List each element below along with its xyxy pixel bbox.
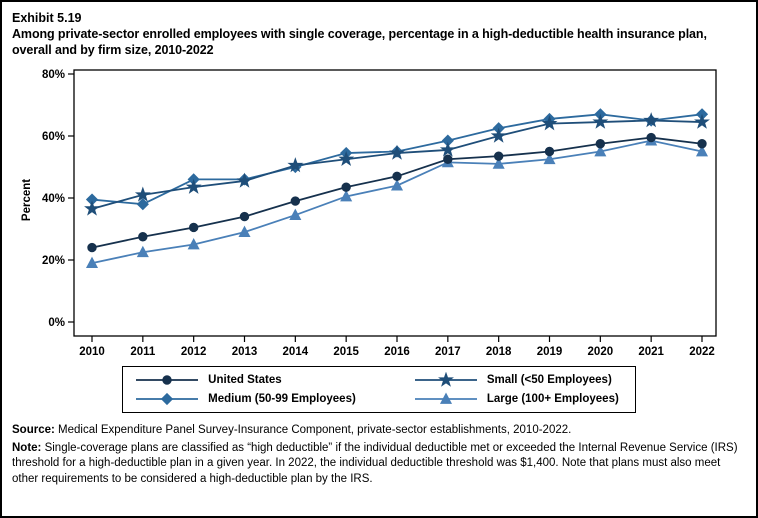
x-tick-label: 2017: [435, 346, 461, 358]
marker-united-states-2014: [290, 196, 301, 206]
legend-marker-medium-50-99-employees: [161, 392, 174, 406]
marker-small-50-employees-2017: [439, 141, 456, 157]
marker-united-states-2017: [443, 154, 453, 164]
x-tick-label: 2018: [486, 346, 512, 358]
series-line-medium-50-99-employees: [91, 113, 703, 206]
legend-marker-large-100-employees: [439, 392, 452, 404]
marker-small-50-employees-2015: [338, 150, 355, 166]
y-tick-label: 0%: [48, 317, 65, 329]
exhibit-label: Exhibit 5.19: [12, 11, 82, 25]
legend: United States Small (<50 Employees) Medium…: [122, 366, 636, 413]
series-medium-50-99-employees: [85, 108, 709, 211]
source-text: Medical Expenditure Panel Survey-Insuran…: [54, 424, 572, 436]
marker-small-50-employees-2019: [541, 115, 558, 131]
legend-swatch-diamond-icon: [136, 392, 199, 406]
chart-title: Among private-sector enrolled employees …: [12, 27, 707, 57]
x-tick-label: 2013: [232, 346, 258, 358]
plot-area-border: [73, 69, 717, 337]
legend-item-medium-50-99-employees: Medium (50-99 Employees): [135, 391, 356, 407]
footer: Source: Medical Expenditure Panel Survey…: [2, 413, 756, 487]
marker-medium-50-99-employees-2011: [136, 198, 149, 211]
series-line-large-100-employees: [91, 139, 703, 264]
series-small-50-employees: [84, 112, 710, 216]
marker-small-50-employees-2011: [134, 186, 151, 202]
marker-large-100-employees-2019: [543, 152, 556, 165]
marker-large-100-employees-2015: [340, 189, 353, 202]
x-tick-label: 2019: [537, 346, 563, 358]
source-line: Source: Medical Expenditure Panel Survey…: [12, 423, 744, 438]
note-label: Note:: [12, 442, 42, 455]
x-tick-label: 2010: [79, 346, 105, 358]
marker-small-50-employees-2018: [490, 127, 507, 143]
chart-canvas: Percent 0% 20% 40% 60% 80% 2010 2011 2012 2013 20…: [21, 69, 717, 358]
legend-label: Medium (50-99 Employees): [208, 393, 356, 405]
x-tick-label: 2020: [588, 346, 614, 358]
marker-small-50-employees-2013: [236, 172, 253, 188]
marker-small-50-employees-2010: [84, 200, 100, 216]
x-tick-label: 2022: [689, 346, 715, 358]
legend-item-united-states: United States: [135, 372, 356, 388]
marker-small-50-employees-2022: [694, 113, 710, 129]
legend-label: Large (100+ Employees): [486, 393, 619, 405]
legend-item-small-50-employees: Small (<50 Employees): [414, 372, 619, 388]
marker-small-50-employees-2020: [592, 113, 609, 129]
legend-marker-united-states: [162, 375, 172, 385]
y-tick-label: 20%: [42, 255, 65, 267]
series-line-small-50-employees: [91, 119, 703, 210]
y-tick-label: 80%: [42, 69, 65, 81]
marker-united-states-2015: [341, 182, 351, 192]
marker-large-100-employees-2012: [187, 238, 200, 250]
x-tick-label: 2016: [384, 346, 410, 358]
note-text: Single-coverage plans are classified as …: [12, 442, 738, 485]
marker-small-50-employees-2021: [643, 112, 660, 128]
marker-large-100-employees-2014: [289, 208, 302, 220]
legend-marker-small-50-employees: [437, 372, 454, 387]
marker-small-50-employees-2016: [389, 144, 405, 160]
legend-label: Small (<50 Employees): [486, 374, 612, 386]
marker-united-states-2021: [646, 132, 656, 143]
marker-small-50-employees-2014: [287, 157, 304, 173]
marker-large-100-employees-2018: [492, 157, 505, 169]
y-axis-title: Percent: [21, 179, 33, 221]
marker-united-states-2010: [87, 242, 97, 253]
marker-large-100-employees-2016: [390, 179, 404, 191]
x-tick-label: 2015: [333, 346, 359, 358]
marker-large-100-employees-2022: [695, 145, 709, 157]
marker-small-50-employees-2012: [185, 178, 202, 194]
marker-united-states-2020: [595, 139, 606, 149]
marker-large-100-employees-2020: [594, 145, 607, 157]
marker-united-states-2013: [239, 211, 250, 222]
marker-united-states-2022: [697, 139, 707, 149]
legend-swatch-circle-icon: [136, 375, 199, 385]
marker-united-states-2012: [188, 222, 199, 233]
marker-large-100-employees-2013: [238, 225, 251, 237]
legend-swatch-star-icon: [414, 372, 477, 387]
line-chart: Percent 0% 20% 40% 60% 80% 2010 2011 2012 2013 20…: [16, 60, 756, 360]
marker-united-states-2019: [544, 146, 555, 157]
marker-united-states-2018: [493, 151, 504, 161]
note-line: Note: Single-coverage plans are classifi…: [12, 441, 744, 487]
x-tick-label: 2014: [283, 346, 309, 358]
title-block: Exhibit 5.19 Among private-sector enroll…: [2, 2, 756, 58]
legend-label: United States: [208, 374, 282, 386]
legend-item-large-100-employees: Large (100+ Employees): [414, 391, 619, 407]
x-tick-label: 2012: [181, 346, 207, 358]
x-tick-label: 2021: [638, 346, 664, 358]
marker-united-states-2011: [138, 232, 148, 242]
marker-large-100-employees-2010: [85, 256, 99, 268]
y-tick-label: 40%: [42, 193, 65, 205]
marker-large-100-employees-2011: [136, 245, 149, 258]
legend-swatch-triangle-icon: [414, 392, 477, 404]
y-tick-label: 60%: [42, 131, 65, 143]
series-united-states: [87, 132, 707, 253]
x-tick-label: 2011: [130, 346, 156, 358]
series-large-100-employees: [85, 134, 709, 268]
marker-united-states-2016: [392, 171, 402, 182]
source-label: Source:: [12, 424, 55, 436]
